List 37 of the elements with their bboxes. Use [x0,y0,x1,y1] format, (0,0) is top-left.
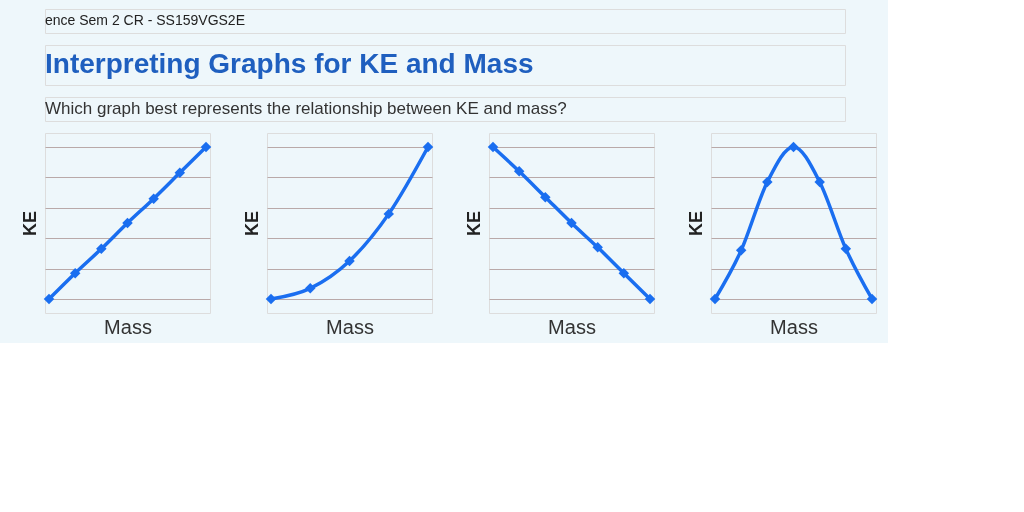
point [174,167,186,179]
point [69,267,81,279]
x-axis-title: Mass [548,315,596,338]
point [344,255,355,267]
y-axis-title: KE [685,210,706,237]
point [43,293,55,305]
point [866,293,878,305]
y-axis-title: KE [463,210,484,237]
point [709,293,721,305]
x-axis-title: Mass [770,315,818,338]
point [644,293,656,305]
text: Which graph best represents the relationship between KE and mass? [45,99,567,118]
x-axis-title: Mass [326,315,374,338]
y-axis-title: KE [241,210,262,237]
point [200,141,212,153]
point [788,141,799,153]
point [513,166,525,177]
point [540,191,551,203]
point [122,217,133,229]
point [814,176,825,188]
point [96,243,107,255]
point [383,208,394,220]
point [148,193,159,204]
point [487,141,499,153]
text: ence Sem 2 CR - SS159VGS2E [45,12,245,28]
point [618,267,630,279]
point [422,141,434,153]
point [265,293,277,305]
point [566,217,577,229]
point [735,245,747,256]
point [840,243,852,255]
point [305,283,316,294]
y-axis-title: KE [19,210,40,237]
point [762,176,773,188]
point [592,242,603,253]
x-axis-title: Mass [104,315,152,338]
text: Interpreting Graphs for KE and Mass [45,48,534,79]
